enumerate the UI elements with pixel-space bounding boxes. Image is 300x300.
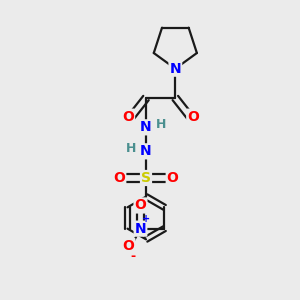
Text: N: N — [169, 62, 181, 76]
Text: +: + — [142, 214, 150, 224]
Text: S: S — [141, 171, 151, 185]
Text: H: H — [155, 118, 166, 130]
Text: H: H — [126, 142, 136, 154]
Text: O: O — [122, 110, 134, 124]
Text: O: O — [167, 171, 178, 185]
Text: O: O — [187, 110, 199, 124]
Text: N: N — [140, 144, 152, 158]
Text: -: - — [130, 250, 135, 263]
Text: O: O — [122, 239, 134, 253]
Text: N: N — [140, 120, 152, 134]
Text: O: O — [113, 171, 125, 185]
Text: O: O — [134, 199, 146, 212]
Text: N: N — [135, 222, 146, 236]
